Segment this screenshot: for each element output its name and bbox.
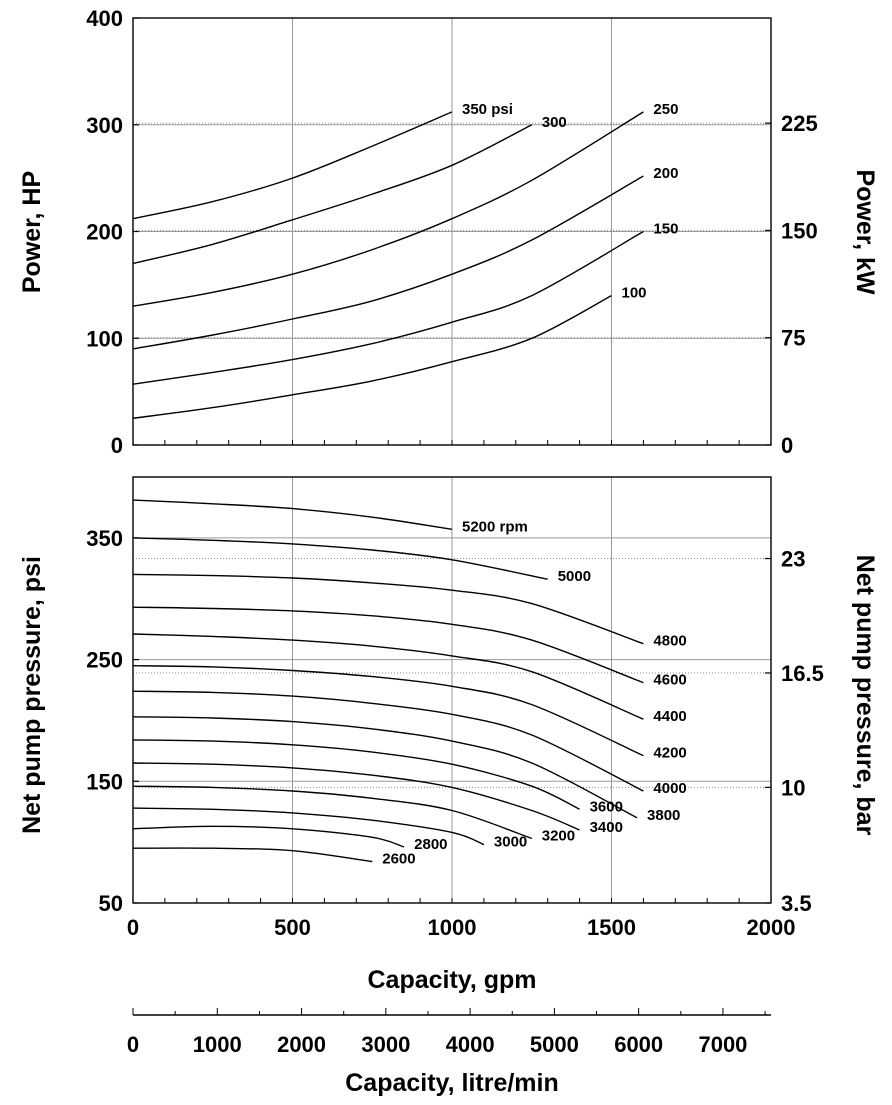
litre-tick-label: 7000 <box>698 1032 747 1057</box>
y-tick-label: 100 <box>86 326 123 351</box>
series-line <box>132 499 453 530</box>
series-label: 4000 <box>653 780 686 797</box>
pressure-right-axis-title: Net pump pressure, bar <box>851 555 879 836</box>
series-line <box>132 690 644 792</box>
y-right-tick-label: 3.5 <box>781 891 812 916</box>
y-right-tick-label: 23 <box>781 547 805 572</box>
y-tick-label: 250 <box>86 648 123 673</box>
litre-tick-label: 0 <box>127 1032 139 1057</box>
power-panel-frame <box>132 17 772 446</box>
y-right-tick-label: 16.5 <box>781 661 824 686</box>
power-panel-ticks: 0 100 200 300 400 0 75 150 225 <box>86 6 817 458</box>
series-label: 200 <box>653 165 678 182</box>
series-line <box>132 230 644 385</box>
series-line <box>132 573 644 645</box>
power-panel-curves: 350 psi 300 250 200 150 100 <box>132 101 678 419</box>
litre-tick-label: 1000 <box>193 1032 242 1057</box>
x-tick-label: 500 <box>274 915 311 940</box>
y-right-tick-label: 150 <box>781 218 818 243</box>
series-line <box>132 606 644 684</box>
series-label: 2600 <box>382 851 415 868</box>
series-label: 5000 <box>558 568 591 585</box>
y-tick-label: 200 <box>86 220 123 245</box>
series-label: 100 <box>622 285 647 302</box>
series-line <box>132 537 548 580</box>
series-label: 3000 <box>494 834 527 851</box>
pressure-panel-curves: 5200 rpm 5000 4800 4600 4400 4200 4000 3800 3600… <box>132 499 687 868</box>
x-tick-label: 2000 <box>747 915 796 940</box>
series-line <box>132 762 580 831</box>
series-label: 4200 <box>653 745 686 762</box>
litre-scale: 0 1000 2000 3000 4000 5000 6000 7000 <box>127 1008 771 1057</box>
pressure-panel-ticks: 50 150 250 350 3.5 10 16.5 23 0 500 1000 1500 2000 <box>86 526 824 940</box>
litre-axis-title: Capacity, litre/min <box>345 1069 559 1097</box>
series-line <box>132 847 373 863</box>
series-label: 3400 <box>590 819 623 836</box>
x-tick-label: 0 <box>127 915 139 940</box>
series-label: 5200 rpm <box>462 518 528 535</box>
series-line <box>132 665 644 757</box>
pressure-panel-frame <box>132 476 772 904</box>
series-label: 3800 <box>647 807 680 824</box>
series-line <box>132 124 533 265</box>
y-tick-label: 50 <box>99 891 123 916</box>
series-label: 300 <box>542 114 567 131</box>
y-tick-label: 400 <box>86 6 123 31</box>
power-right-axis-title: Power, kW <box>851 169 879 294</box>
series-label: 4800 <box>653 633 686 650</box>
litre-tick-label: 3000 <box>361 1032 410 1057</box>
pressure-left-axis-title: Net pump pressure, psi <box>18 556 46 834</box>
litre-tick-label: 4000 <box>446 1032 495 1057</box>
power-left-axis-title: Power, HP <box>18 171 46 293</box>
series-label: 150 <box>653 221 678 238</box>
litre-tick-label: 5000 <box>530 1032 579 1057</box>
series-label: 250 <box>653 101 678 118</box>
series-line <box>132 739 580 810</box>
y-right-tick-label: 10 <box>781 775 805 800</box>
series-line <box>132 807 485 846</box>
series-label: 3200 <box>542 827 575 844</box>
litre-tick-label: 6000 <box>614 1032 663 1057</box>
y-right-tick-label: 225 <box>781 111 818 136</box>
power-panel-grid <box>133 18 771 445</box>
y-tick-label: 150 <box>86 769 123 794</box>
y-tick-label: 300 <box>86 113 123 138</box>
series-label: 4400 <box>653 708 686 725</box>
y-right-tick-label: 75 <box>781 326 805 351</box>
series-label: 350 psi <box>462 101 513 118</box>
y-right-tick-label: 0 <box>781 433 793 458</box>
series-line <box>132 633 644 720</box>
series-line <box>132 111 644 307</box>
series-line <box>132 825 405 848</box>
series-line <box>132 294 612 419</box>
x-tick-label: 1000 <box>428 915 477 940</box>
litre-tick-label: 2000 <box>277 1032 326 1057</box>
gpm-axis-title: Capacity, gpm <box>367 966 536 994</box>
series-line <box>132 111 453 220</box>
series-label: 3600 <box>590 798 623 815</box>
y-tick-label: 350 <box>86 526 123 551</box>
series-line <box>132 785 533 840</box>
series-label: 2800 <box>414 836 447 853</box>
series-line <box>132 716 638 819</box>
series-line <box>132 175 644 350</box>
series-label: 4600 <box>653 672 686 689</box>
y-tick-label: 0 <box>111 433 123 458</box>
x-tick-label: 1500 <box>587 915 636 940</box>
